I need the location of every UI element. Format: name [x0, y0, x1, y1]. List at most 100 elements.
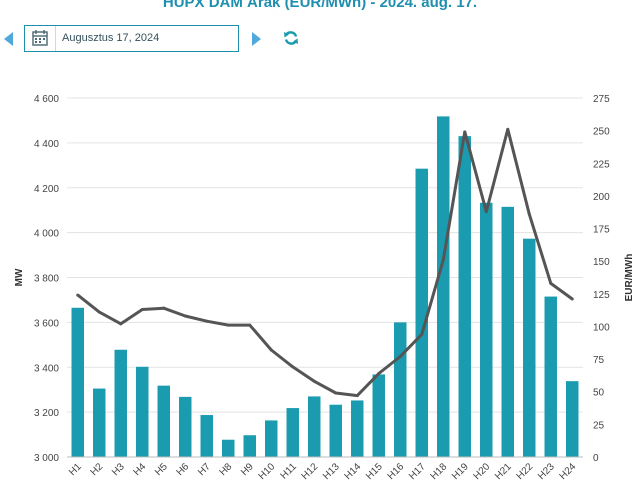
- y-tick-label: 3 600: [34, 318, 59, 329]
- bar[interactable]: [243, 435, 256, 457]
- x-tick-label: H24: [558, 461, 579, 482]
- x-tick-label: H9: [239, 461, 256, 478]
- price-point[interactable]: [140, 307, 144, 311]
- y-tick-label: 4 600: [34, 94, 59, 105]
- y-right-tick-label: 275: [593, 94, 610, 105]
- price-point[interactable]: [527, 212, 531, 216]
- x-tick-label: H23: [536, 461, 557, 482]
- x-tick-label: H14: [343, 461, 364, 482]
- bar[interactable]: [329, 404, 342, 457]
- chevron-left-icon[interactable]: [4, 32, 13, 46]
- price-point[interactable]: [398, 354, 402, 358]
- y-tick-label: 3 200: [34, 408, 59, 419]
- y-right-tick-label: 150: [593, 257, 610, 268]
- price-point[interactable]: [97, 310, 101, 314]
- x-tick-label: H20: [472, 461, 493, 482]
- price-point[interactable]: [355, 394, 359, 398]
- x-tick-label: H18: [429, 461, 450, 482]
- price-point[interactable]: [312, 379, 316, 383]
- x-tick-label: H7: [196, 461, 213, 478]
- price-point[interactable]: [570, 297, 574, 301]
- x-tick-label: H15: [364, 461, 385, 482]
- y-right-tick-label: 125: [593, 290, 610, 301]
- price-point[interactable]: [334, 391, 338, 395]
- price-point[interactable]: [183, 314, 187, 318]
- bar[interactable]: [179, 396, 192, 457]
- x-tick-label: H10: [257, 461, 278, 482]
- y-tick-label: 4 400: [34, 139, 59, 150]
- bar[interactable]: [136, 366, 149, 457]
- price-point[interactable]: [549, 281, 553, 285]
- price-point[interactable]: [420, 332, 424, 336]
- x-tick-label: H17: [407, 461, 428, 482]
- y-tick-label: 4 200: [34, 184, 59, 195]
- bar[interactable]: [286, 408, 299, 457]
- y-tick-label: 3 400: [34, 363, 59, 374]
- y-tick-label: 3 000: [34, 453, 59, 464]
- bar[interactable]: [566, 381, 579, 457]
- y-tick-label: 4 000: [34, 229, 59, 240]
- bar[interactable]: [265, 420, 278, 457]
- x-tick-label: H6: [175, 461, 192, 478]
- price-point[interactable]: [162, 306, 166, 310]
- bar[interactable]: [480, 202, 493, 457]
- date-picker[interactable]: Augusztus 17, 2024: [24, 25, 239, 52]
- bar[interactable]: [372, 374, 385, 457]
- bar[interactable]: [157, 385, 170, 457]
- bar[interactable]: [415, 168, 428, 457]
- bar[interactable]: [93, 388, 106, 457]
- calendar-icon[interactable]: [25, 26, 56, 51]
- bar[interactable]: [501, 206, 514, 457]
- price-point[interactable]: [119, 322, 123, 326]
- chevron-right-icon[interactable]: [252, 32, 261, 46]
- y-right-tick-label: 75: [593, 355, 605, 366]
- price-point[interactable]: [226, 323, 230, 327]
- y-right-tick-label: 175: [593, 225, 610, 236]
- bar[interactable]: [308, 396, 321, 457]
- x-tick-label: H21: [493, 461, 514, 482]
- y-axis-label: MW: [14, 268, 25, 286]
- price-point[interactable]: [377, 371, 381, 375]
- x-tick-label: H13: [321, 461, 342, 482]
- x-tick-label: H4: [132, 461, 149, 478]
- page-title: HUPX DAM Árak (EUR/MWh) - 2024. aug. 17.: [162, 0, 478, 11]
- x-tick-label: H12: [300, 461, 321, 482]
- bar[interactable]: [71, 307, 84, 457]
- y-tick-label: 3 800: [34, 274, 59, 285]
- refresh-icon[interactable]: [283, 30, 299, 46]
- y-right-tick-label: 200: [593, 192, 610, 203]
- bar[interactable]: [544, 296, 557, 457]
- price-line[interactable]: [76, 127, 574, 398]
- price-point[interactable]: [506, 127, 510, 131]
- bar[interactable]: [523, 238, 536, 457]
- price-point[interactable]: [269, 348, 273, 352]
- x-tick-label: H3: [110, 461, 127, 478]
- bar[interactable]: [437, 116, 450, 458]
- y-right-tick-label: 250: [593, 127, 610, 138]
- price-chart: 3 000 3 200 3 400 3 600 3 800 4 000 4 200 4 400…: [14, 94, 635, 482]
- bar[interactable]: [114, 349, 127, 457]
- date-value[interactable]: Augusztus 17, 2024: [62, 32, 160, 44]
- date-toolbar: Augusztus 17, 2024: [0, 24, 640, 56]
- price-point[interactable]: [205, 319, 209, 323]
- price-point[interactable]: [441, 258, 445, 262]
- x-tick-label: H16: [386, 461, 407, 482]
- price-point[interactable]: [463, 130, 467, 134]
- y-right-tick-label: 100: [593, 322, 610, 333]
- price-point[interactable]: [76, 293, 80, 297]
- bar[interactable]: [222, 439, 235, 457]
- x-tick-label: H8: [218, 461, 235, 478]
- x-tick-label: H19: [450, 461, 471, 482]
- bar[interactable]: [458, 136, 471, 458]
- x-tick-label: H2: [89, 461, 106, 478]
- x-tick-label: H11: [279, 461, 300, 482]
- price-point[interactable]: [248, 323, 252, 327]
- price-point[interactable]: [484, 210, 488, 214]
- x-tick-label: H22: [515, 461, 536, 482]
- y-right-axis-label: EUR/MWh: [624, 254, 635, 302]
- bar[interactable]: [394, 322, 407, 457]
- bar[interactable]: [351, 400, 364, 457]
- y-right-tick-label: 225: [593, 159, 610, 170]
- price-point[interactable]: [291, 365, 295, 369]
- bar[interactable]: [200, 415, 213, 457]
